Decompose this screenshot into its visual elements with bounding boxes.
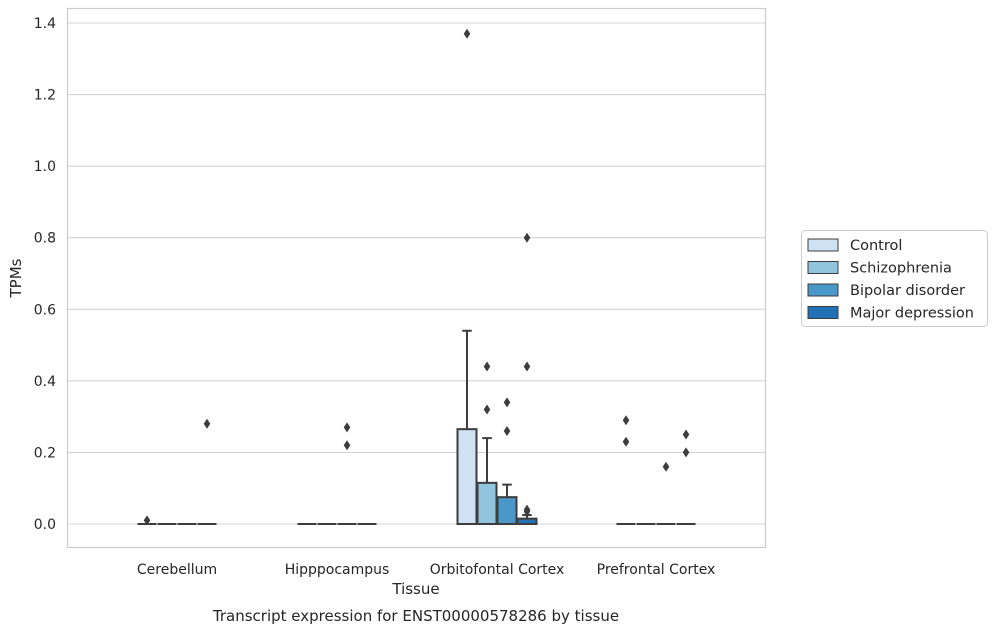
legend-swatch xyxy=(807,261,839,274)
outlier-point xyxy=(503,397,511,408)
legend-frame xyxy=(801,230,988,327)
y-tick-label: 0.0 xyxy=(34,517,56,533)
box-group xyxy=(516,232,538,525)
outlier-point xyxy=(523,506,531,517)
box-group xyxy=(496,397,518,525)
outlier-point xyxy=(483,404,491,415)
box-plots xyxy=(137,28,696,526)
y-axis-title: TPMs xyxy=(7,258,25,298)
plot-frame xyxy=(66,7,767,549)
box-group xyxy=(197,418,217,525)
x-tick-label: Prefrontal Cortex xyxy=(597,562,716,578)
outlier-point xyxy=(503,425,511,436)
outlier-point xyxy=(662,461,670,472)
box-group xyxy=(676,429,696,525)
outlier-point xyxy=(622,436,630,447)
outlier-point xyxy=(483,361,491,372)
legend-label: Schizophrenia xyxy=(850,261,952,277)
legend-label: Control xyxy=(850,238,902,254)
x-tick-label: Hipppocampus xyxy=(285,562,390,578)
y-tick-label: 1.2 xyxy=(34,88,56,104)
y-tick-label: 1.4 xyxy=(34,16,56,32)
box-group xyxy=(476,361,498,526)
box-group xyxy=(137,515,157,526)
box-group xyxy=(616,415,636,525)
outlier-point xyxy=(203,418,211,429)
outlier-point xyxy=(463,28,471,39)
x-tick-label: Orbitofontal Cortex xyxy=(430,562,565,578)
y-tick-label: 1.0 xyxy=(34,159,56,175)
box xyxy=(476,481,498,526)
x-axis-title: Tissue xyxy=(391,580,439,598)
legend-label: Bipolar disorder xyxy=(850,283,965,299)
x-tick-label: Cerebellum xyxy=(137,562,217,578)
outlier-point xyxy=(523,232,531,243)
box-group xyxy=(337,422,357,525)
outlier-point xyxy=(143,515,151,526)
box xyxy=(496,496,518,525)
y-tick-label: 0.2 xyxy=(34,445,56,461)
gridlines xyxy=(68,22,766,525)
box-group xyxy=(456,28,478,525)
y-tick-label: 0.4 xyxy=(34,374,56,390)
legend-swatch xyxy=(807,238,839,252)
legend-swatch xyxy=(807,306,839,319)
box xyxy=(456,428,478,525)
outlier-point xyxy=(622,415,630,426)
outlier-point xyxy=(523,361,531,372)
legend-swatch xyxy=(807,283,839,297)
y-tick-label: 0.6 xyxy=(34,302,56,318)
chart-caption: Transcript expression for ENST0000057828… xyxy=(212,607,619,625)
y-tick-labels: 0.0 0.2 0.4 0.6 0.8 1.0 1.2 1.4 xyxy=(34,16,56,533)
outlier-point xyxy=(682,429,690,440)
outlier-point xyxy=(682,447,690,458)
legend-label: Major depression xyxy=(850,306,974,322)
x-tick-labels: Cerebellum Hipppocampus Orbitofontal Corte… xyxy=(137,562,715,578)
outlier-point xyxy=(343,422,351,433)
y-tick-label: 0.8 xyxy=(34,231,56,247)
box-group xyxy=(656,461,676,525)
outlier-point xyxy=(343,440,351,451)
legend: Control Schizophrenia Bipolar disorder Majo… xyxy=(801,230,988,327)
